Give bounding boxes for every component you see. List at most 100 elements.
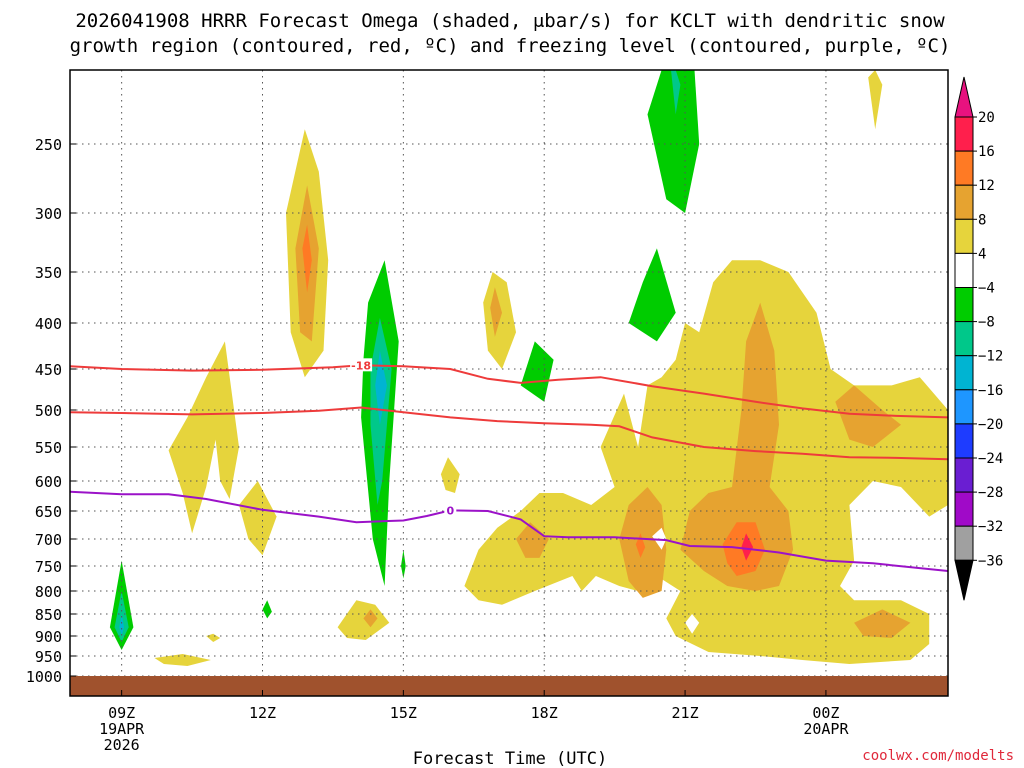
x-tick-label-18Z-0: 18Z [531,704,558,722]
chart-title-line-1: 2026041908 HRRR Forecast Omega (shaded, … [75,10,945,32]
y-tick-label-350: 350 [35,264,62,282]
colorbar-swatch-11 [954,491,974,527]
colorbar-label-10: −24 [978,451,1003,467]
omega-region-positive-19 [835,385,901,447]
omega-neutral-hole-2 [476,70,491,100]
omega-region-negative-14 [647,70,700,213]
omega-region-positive-12 [464,260,948,664]
ground-surface [70,676,948,696]
colorbar-label-5: −4 [978,281,995,297]
colorbar-swatch-3 [954,218,974,254]
colorbar-label-7: −12 [978,349,1003,365]
colorbar-swatch-4 [954,252,974,288]
colorbar-swatch-12 [954,525,974,561]
y-tick-label-600: 600 [35,473,62,491]
y-tick-label-400: 400 [35,315,62,333]
y-axis: 250 300 350 400 450 500 550 600 650 700 750 800 850 9… [26,136,76,686]
y-tick-label-650: 650 [35,503,62,521]
omega-region-negative-11 [401,549,406,579]
omega-region-negative-6 [257,199,268,283]
chart-title-line-2: growth region (contoured, red, ºC) and f… [70,35,951,57]
freezing-contour-label: 0 [446,504,454,517]
omega-region-positive-4 [302,224,312,293]
omega-region-positive-21 [868,70,883,130]
colorbar-label-0: 20 [978,110,995,126]
omega-region-positive-0 [168,341,239,534]
dgz-contour-label: -18 [351,359,371,372]
colorbar: 20 16 12 8 4 −4 −8 −12 −16 −20 −24 −28 −32 −36 [954,76,1003,601]
x-tick-label-12Z-0: 12Z [249,704,276,722]
colorbar-label-8: −16 [978,383,1003,399]
omega-region-positive-1 [239,481,277,556]
omega-region-positive-10 [490,287,502,337]
y-tick-label-950: 950 [35,648,62,666]
omega-shading [102,70,948,666]
y-tick-label-550: 550 [35,439,62,457]
plot-frame [69,69,949,697]
colorbar-swatch-0 [954,116,974,152]
colorbar-label-3: 8 [978,212,986,228]
omega-region-positive-5 [337,600,390,640]
y-tick-label-450: 450 [35,361,62,379]
omega-neutral-hole-1 [685,614,700,634]
contour-lines: -18 0 [70,358,948,572]
colorbar-label-9: −20 [978,417,1003,433]
omega-region-positive-18 [741,533,754,561]
colorbar-swatch-8 [954,389,974,425]
grid-lines [70,70,948,696]
x-tick-label-09Z-0: 09Z [108,704,135,722]
omega-region-negative-5 [262,600,272,619]
colorbar-top-arrow [954,76,974,118]
colorbar-label-2: 12 [978,178,995,194]
y-tick-label-1000: 1000 [26,668,62,686]
omega-region-positive-11 [440,457,460,493]
y-tick-label-300: 300 [35,205,62,223]
colorbar-label-12: −32 [978,519,1003,535]
omega-region-positive-20 [854,609,911,638]
x-axis-title: Forecast Time (UTC) [413,749,607,768]
colorbar-label-4: 4 [978,246,986,262]
omega-region-positive-6 [363,609,378,628]
y-tick-label-900: 900 [35,628,62,646]
y-tick-label-500: 500 [35,402,62,420]
colorbar-label-1: 16 [978,144,995,160]
colorbar-swatch-6 [954,321,974,357]
colorbar-swatch-2 [954,184,974,220]
omega-region-negative-3 [119,614,124,636]
dgz-contour-1 [70,406,948,461]
y-tick-label-750: 750 [35,558,62,576]
y-tick-label-250: 250 [35,136,62,154]
dgz-contour-0 [70,364,948,419]
omega-region-negative-16 [520,341,554,402]
x-tick-label-00Z-0: 00Z [812,704,839,722]
dgz-label-bg [350,358,373,372]
omega-region-negative-15 [628,248,676,342]
colorbar-swatch-7 [954,355,974,391]
omega-region-negative-13 [506,70,761,444]
colorbar-label-11: −28 [978,485,1003,501]
x-tick-label-21Z-0: 21Z [672,704,699,722]
y-tick-label-800: 800 [35,583,62,601]
x-tick-label-09Z-1: 19APR [99,720,145,738]
freezing-label-bg [444,503,457,517]
omega-region-negative-17 [671,70,681,115]
colorbar-swatch-1 [954,150,974,186]
omega-region-positive-8 [206,633,221,642]
credit-link[interactable]: coolwx.com/modelts [862,748,1014,764]
x-tick-label-09Z-2: 2026 [104,736,140,754]
omega-region-positive-13 [516,522,549,558]
colorbar-swatch-9 [954,423,974,459]
omega-region-positive-16 [680,302,794,591]
omega-region-positive-7 [154,654,211,666]
x-tick-label-15Z-0: 15Z [390,704,417,722]
y-tick-label-700: 700 [35,531,62,549]
freezing-level-contour [70,490,948,572]
y-tick-label-850: 850 [35,606,62,624]
colorbar-swatch-5 [954,287,974,323]
colorbar-label-6: −8 [978,315,995,331]
omega-region-negative-12 [440,70,488,172]
x-tick-label-00Z-1: 20APR [803,720,849,738]
omega-region-negative-10 [375,350,387,425]
